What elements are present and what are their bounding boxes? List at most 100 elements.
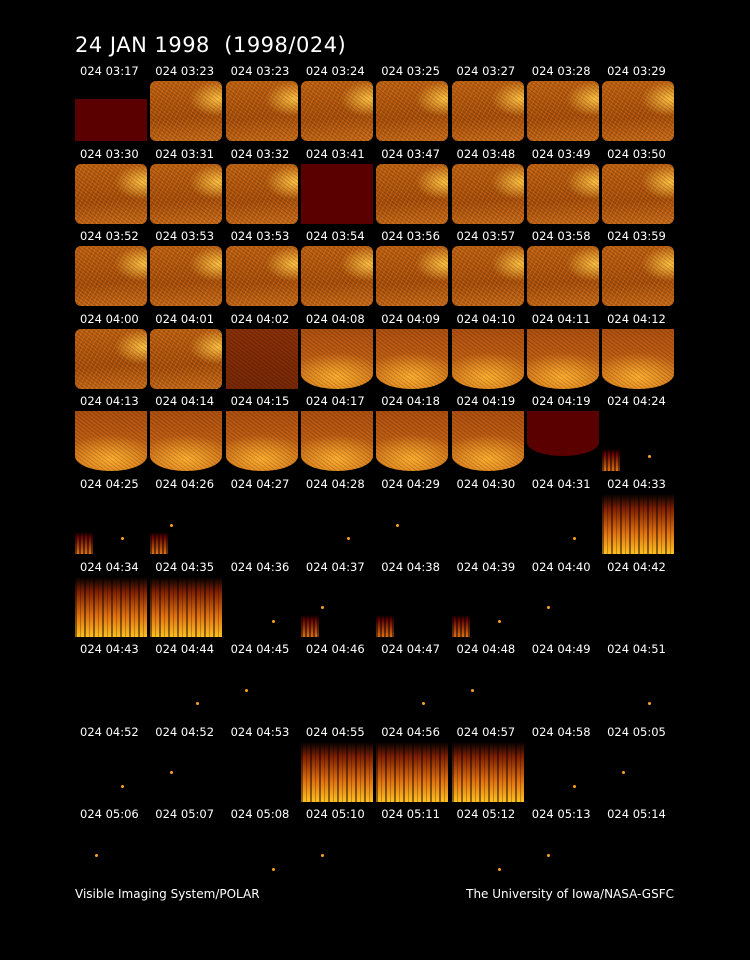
speck bbox=[422, 702, 426, 706]
frame-label: 024 03:50 bbox=[607, 146, 666, 161]
frame-label: 024 04:35 bbox=[155, 559, 215, 574]
frame-label: 024 03:25 bbox=[381, 64, 440, 78]
frame-image bbox=[376, 824, 448, 884]
frame-image bbox=[150, 163, 223, 224]
frame-image bbox=[376, 328, 449, 389]
frame-image bbox=[602, 824, 674, 884]
footer-right: The University of Iowa/NASA-GSFC bbox=[466, 887, 674, 901]
frame-label: 024 04:09 bbox=[381, 311, 440, 326]
frame-image bbox=[526, 163, 599, 224]
frame-image bbox=[526, 411, 599, 457]
frame-image bbox=[300, 577, 373, 637]
frame-label: 024 04:51 bbox=[607, 642, 666, 657]
frame-image bbox=[602, 577, 674, 637]
frame-image bbox=[451, 741, 524, 802]
frame-image bbox=[376, 659, 448, 719]
frame-image bbox=[225, 411, 298, 472]
speck bbox=[395, 523, 399, 527]
frame-image bbox=[527, 659, 599, 719]
frame-label: 024 04:02 bbox=[230, 311, 290, 326]
frame-image bbox=[300, 81, 373, 141]
frame-image bbox=[602, 659, 674, 719]
frame-label: 024 03:41 bbox=[305, 146, 365, 161]
frame-label: 024 04:39 bbox=[456, 559, 516, 574]
frame-label: 024 05:06 bbox=[80, 807, 139, 822]
frame-image bbox=[451, 577, 524, 637]
frame-image bbox=[602, 163, 675, 224]
frame-label: 024 04:15 bbox=[230, 394, 290, 409]
frame-image bbox=[150, 576, 223, 637]
frame-label: 024 04:56 bbox=[381, 724, 440, 739]
frame-image bbox=[451, 328, 524, 389]
frame-label: 024 03:32 bbox=[230, 146, 290, 161]
frame-image bbox=[602, 742, 674, 802]
frame-image bbox=[301, 494, 373, 554]
frame-label: 024 04:58 bbox=[531, 724, 591, 739]
frame-image bbox=[150, 742, 222, 802]
frame-image bbox=[451, 411, 524, 472]
frame-label: 024 04:42 bbox=[607, 559, 666, 574]
frame-image bbox=[376, 411, 449, 472]
frame-label: 024 03:53 bbox=[230, 229, 290, 244]
speck bbox=[471, 688, 475, 692]
frame-label: 024 03:23 bbox=[155, 64, 215, 78]
frame-image bbox=[376, 494, 448, 554]
frame-image bbox=[150, 824, 222, 884]
speck bbox=[245, 688, 249, 692]
speck bbox=[572, 784, 576, 788]
frame-label: 024 03:57 bbox=[456, 229, 516, 244]
frame-label: 024 04:40 bbox=[531, 559, 591, 574]
footer-left: Visible Imaging System/POLAR bbox=[75, 887, 260, 901]
frame-label: 024 04:33 bbox=[607, 477, 666, 491]
frame-label: 024 04:28 bbox=[305, 477, 365, 491]
frame-image bbox=[452, 824, 524, 884]
frame-label: 024 05:10 bbox=[305, 807, 365, 822]
frame-image bbox=[527, 742, 599, 802]
frame-label: 024 05:12 bbox=[456, 807, 516, 822]
frame-label: 024 04:17 bbox=[305, 394, 365, 409]
speck bbox=[648, 454, 652, 458]
frame-image bbox=[225, 246, 298, 307]
frame-image bbox=[225, 328, 298, 389]
frame-image bbox=[602, 246, 675, 307]
speck bbox=[271, 867, 275, 871]
frame-image bbox=[226, 494, 298, 554]
frame-label: 024 03:53 bbox=[155, 229, 215, 244]
frame-image bbox=[150, 411, 223, 472]
frame-image bbox=[301, 824, 373, 884]
frame-label: 024 04:43 bbox=[80, 642, 139, 657]
frame-image bbox=[527, 494, 599, 554]
frame-image bbox=[75, 824, 147, 884]
frame-image bbox=[300, 246, 373, 307]
speck bbox=[546, 606, 550, 610]
frame-label: 024 04:38 bbox=[381, 559, 440, 574]
frame-label: 024 04:48 bbox=[456, 642, 516, 657]
speck bbox=[546, 854, 550, 858]
frame-image bbox=[526, 246, 599, 307]
frame-label: 024 04:57 bbox=[456, 724, 516, 739]
frame-image bbox=[451, 246, 524, 307]
frame-label: 024 04:52 bbox=[80, 724, 139, 739]
frame-image bbox=[75, 576, 147, 637]
frame-image bbox=[451, 163, 524, 224]
speck bbox=[621, 771, 625, 775]
frame-image bbox=[452, 494, 524, 554]
frame-label: 024 03:24 bbox=[305, 64, 365, 78]
frame-label: 024 05:08 bbox=[230, 807, 290, 822]
frame-image bbox=[75, 163, 147, 224]
frame-label: 024 03:29 bbox=[607, 64, 666, 78]
frame-image bbox=[75, 328, 147, 389]
frame-label: 024 03:58 bbox=[531, 229, 591, 244]
frame-label: 024 03:52 bbox=[80, 229, 139, 244]
frame-image bbox=[75, 659, 147, 719]
frame-image bbox=[226, 824, 298, 884]
speck bbox=[320, 854, 324, 858]
frame-label: 024 04:45 bbox=[230, 642, 290, 657]
frame-label: 024 03:23 bbox=[230, 64, 290, 78]
frame-image bbox=[150, 246, 223, 307]
frame-label: 024 05:05 bbox=[607, 724, 666, 739]
frame-image bbox=[150, 328, 223, 389]
frame-label: 024 03:48 bbox=[456, 146, 516, 161]
frame-label: 024 04:52 bbox=[155, 724, 215, 739]
frame-label: 024 04:24 bbox=[607, 394, 666, 409]
